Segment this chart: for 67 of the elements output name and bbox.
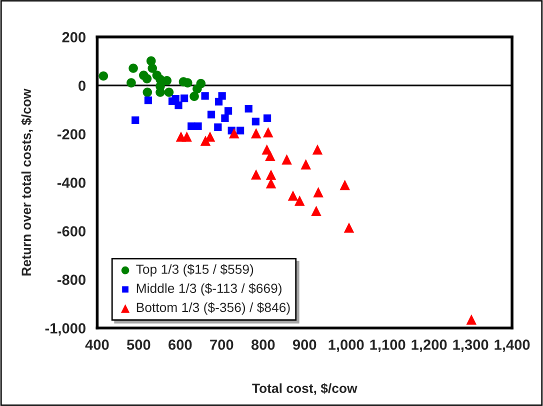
point <box>128 64 138 73</box>
x-axis-title: Total cost, $/cow <box>252 383 358 395</box>
x-tick-label: 600 <box>168 340 192 350</box>
x-tick-label: 1,400 <box>494 340 530 352</box>
x-tick-label: 1,200 <box>412 340 447 352</box>
point <box>162 76 172 86</box>
point <box>164 88 174 97</box>
point <box>132 116 140 124</box>
point <box>250 128 262 138</box>
point <box>311 206 322 216</box>
point <box>142 74 152 84</box>
legend-label: Top 1/3 ($15 / $559) <box>136 264 254 277</box>
y-tick-label: -1,000 <box>45 323 86 336</box>
x-tick-label: 1,300 <box>453 340 488 352</box>
point <box>207 110 216 118</box>
point <box>192 84 202 94</box>
y-axis-title: Return over total costs, $/cow <box>21 88 33 276</box>
y-tick-label: -200 <box>57 129 86 140</box>
point <box>218 92 226 100</box>
point <box>312 144 323 155</box>
x-tick-label: 500 <box>126 340 150 350</box>
point <box>294 196 305 206</box>
point <box>252 118 260 126</box>
point <box>313 187 324 198</box>
point <box>344 222 354 233</box>
point <box>224 107 232 115</box>
legend-label: Middle 1/3 ($-113 / $669) <box>136 283 282 296</box>
point <box>182 132 192 142</box>
point <box>148 64 158 73</box>
point <box>180 94 188 102</box>
legend-label: Bottom 1/3 ($-356) / $846) <box>136 302 290 315</box>
y-tick-label: 200 <box>62 32 86 42</box>
point <box>244 104 252 113</box>
x-tick-label: 1,000 <box>328 340 364 352</box>
point <box>300 159 312 170</box>
point <box>263 114 272 122</box>
point <box>288 190 298 201</box>
point <box>214 123 222 131</box>
point <box>201 92 209 100</box>
point <box>126 78 136 88</box>
point <box>142 88 152 97</box>
x-tick-label: 1,100 <box>370 340 406 352</box>
point <box>266 170 276 180</box>
y-tick-label: -600 <box>57 226 86 236</box>
point <box>194 122 202 130</box>
y-tick-label: 0 <box>78 80 86 91</box>
point <box>200 136 211 146</box>
y-tick-label: -400 <box>57 178 86 188</box>
point <box>266 178 276 188</box>
x-tick-label: 700 <box>210 340 234 350</box>
point <box>221 114 229 122</box>
point <box>98 71 108 81</box>
point <box>265 150 276 161</box>
point <box>340 180 350 190</box>
point <box>228 128 240 138</box>
point <box>236 126 244 134</box>
point <box>144 96 152 104</box>
point <box>190 92 199 102</box>
x-tick-label: 800 <box>251 340 275 350</box>
point <box>466 314 477 325</box>
y-tick-label: -800 <box>57 274 86 285</box>
point <box>282 154 292 165</box>
x-tick-label: 900 <box>292 340 316 350</box>
point <box>174 102 182 110</box>
x-tick-label: 400 <box>85 340 109 350</box>
point <box>250 169 262 180</box>
point <box>262 127 274 138</box>
